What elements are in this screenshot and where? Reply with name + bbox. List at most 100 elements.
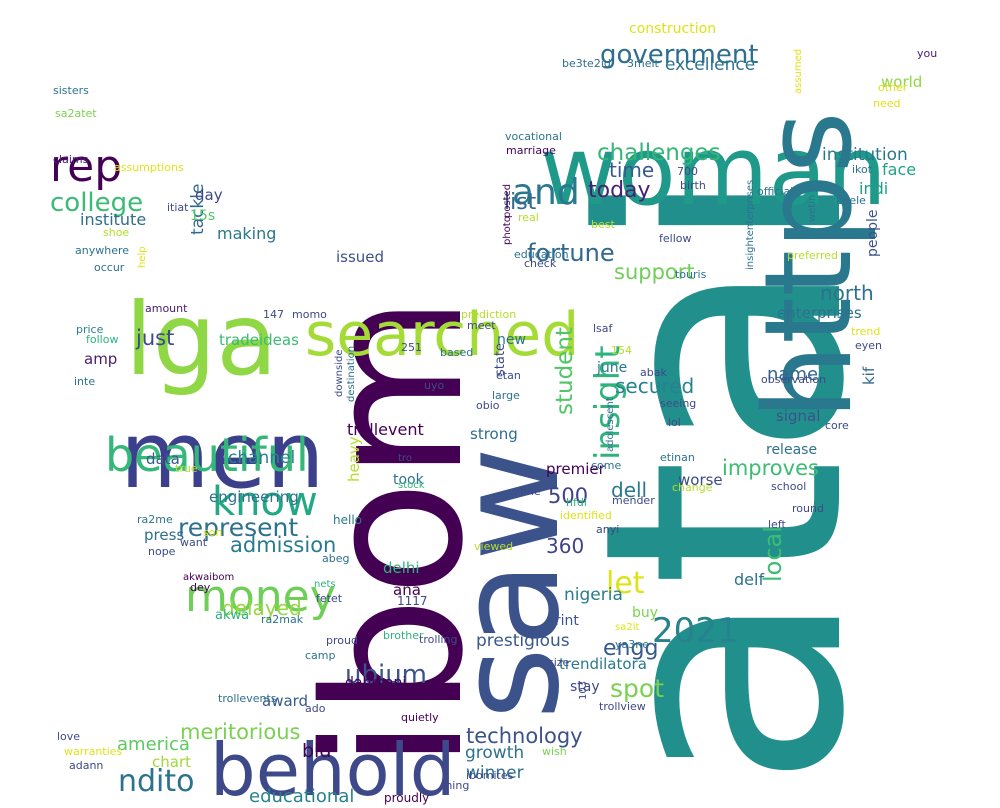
word-proudly: proudly — [384, 791, 430, 805]
word-engg: engg — [603, 636, 659, 661]
word-winner: winner — [466, 763, 524, 783]
word-quietly: quietly — [401, 711, 439, 724]
word-june: june — [597, 360, 628, 376]
word-be3te2id: be3te2id — [562, 57, 611, 70]
word-release: release — [766, 442, 818, 458]
word-making: making — [217, 224, 277, 243]
word-channel: channel — [228, 448, 296, 468]
word-award: award — [262, 692, 309, 710]
word-took: took — [393, 472, 424, 488]
word-price: price — [76, 323, 104, 336]
word-shoe: shoe — [103, 226, 130, 239]
word-represent: represent — [178, 513, 299, 542]
word-assumed: assumed — [793, 48, 804, 94]
word-name: name — [767, 364, 819, 385]
word-147: 147 — [263, 308, 284, 321]
word-government: government — [600, 40, 759, 70]
word-love: love — [57, 730, 81, 743]
word-need: need — [873, 97, 901, 110]
word-etinan: etinan — [660, 451, 695, 464]
word-face: face — [882, 160, 917, 179]
word-signal: signal — [776, 407, 821, 425]
word-today: today — [588, 178, 651, 203]
word-you: you — [917, 47, 938, 60]
word-heavy: heavy — [345, 436, 363, 482]
word-camp: camp — [305, 649, 336, 662]
word-best: best — [591, 218, 615, 231]
word-adolescent: adolescent — [605, 397, 616, 452]
word-ibomites: ibomites — [466, 769, 514, 782]
word-proud: proud — [326, 634, 358, 647]
word-meritorious: meritorious — [180, 720, 301, 744]
word-new: new — [497, 332, 526, 348]
word-insightenterprises: insightenterprises — [745, 179, 756, 270]
word-improves: improves — [722, 456, 819, 480]
word-abeg: abeg — [322, 552, 350, 565]
word-based: based — [440, 346, 474, 359]
word-amount: amount — [145, 302, 188, 315]
word-viewed: viewed — [474, 540, 514, 553]
word-ra2me: ra2me — [137, 513, 173, 526]
word-brother: brother — [383, 629, 424, 642]
word-2021: 2021 — [652, 611, 739, 651]
word-nigeria: nigeria — [564, 585, 623, 605]
word-admission: admission — [230, 533, 337, 557]
word-america: america — [117, 734, 190, 755]
word-ra2mak: ra2mak — [261, 613, 304, 626]
word-left: left — [768, 518, 786, 531]
word-seeing: seeing — [660, 397, 697, 410]
word-fine: fine — [520, 485, 541, 498]
word-occur: occur — [94, 261, 125, 274]
word-nets: nets — [314, 579, 336, 590]
word-stock: stock — [398, 480, 425, 491]
word-size: size — [548, 656, 570, 669]
word-beautiful: beautiful — [105, 428, 309, 482]
word-eyen: eyen — [855, 339, 883, 352]
word-secured: secured — [615, 374, 695, 398]
word-15s: 15s — [190, 208, 216, 224]
word-challenges: challenges — [597, 140, 721, 166]
word-amp: amp — [84, 350, 118, 368]
word-ubium: ubium — [345, 660, 428, 690]
word-touris: touris — [675, 268, 707, 281]
word-kpele: kpele — [836, 194, 866, 207]
word-son: son — [203, 526, 223, 539]
word-fetet: fetet — [316, 592, 343, 605]
word-posted: posted — [502, 183, 513, 218]
word-large: large — [492, 389, 520, 402]
word-other: other — [878, 81, 908, 94]
word-fortune: fortune — [527, 239, 615, 267]
word-buy: buy — [632, 605, 659, 621]
word-ndito: ndito — [118, 764, 195, 799]
word-dahmani: dahmani — [345, 675, 407, 691]
word-marriage: marriage — [506, 144, 556, 157]
word-school: school — [771, 480, 807, 493]
word-sa2it: sa2it — [615, 622, 640, 633]
word-print: print — [546, 613, 579, 629]
word-indi: indi — [859, 179, 889, 198]
word-birth: birth — [680, 179, 706, 192]
word-warranties: warranties — [64, 745, 123, 758]
word-searched: searched — [305, 300, 580, 370]
word-700: 700 — [677, 165, 698, 178]
word-identified: identified — [560, 509, 612, 522]
word-let: let — [606, 566, 645, 601]
word-round: round — [792, 502, 824, 515]
word-education: education — [514, 248, 569, 261]
word-nope: nope — [148, 545, 176, 558]
word-500: 500 — [548, 484, 589, 508]
word-delhi: delhi — [383, 559, 420, 577]
word-check: check — [524, 257, 557, 270]
word-delf: delf — [734, 570, 765, 589]
word-just: just — [136, 326, 175, 350]
word-anyi: anyi — [596, 523, 620, 536]
word-core: core — [825, 419, 849, 432]
word-data: data — [146, 450, 180, 468]
word-chart: chart — [152, 753, 191, 771]
word-ya3ne: ya3ne — [615, 638, 649, 651]
word-obio: obio — [476, 399, 500, 412]
word-tro: tro — [398, 453, 412, 464]
word-prestigious: prestigious — [476, 631, 570, 651]
word-premier: premier — [546, 460, 605, 478]
word-akwaibom: akwaibom — [183, 572, 235, 583]
